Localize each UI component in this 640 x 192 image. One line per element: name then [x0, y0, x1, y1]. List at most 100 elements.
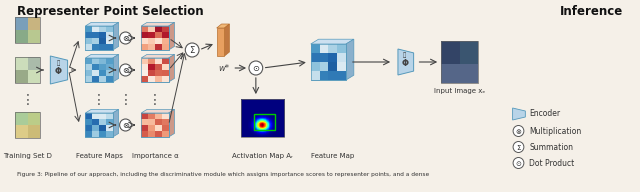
Text: ⋮: ⋮	[148, 93, 162, 107]
Text: Importance α: Importance α	[132, 153, 179, 159]
Bar	[85, 26, 113, 50]
Polygon shape	[113, 54, 118, 82]
Bar	[162, 64, 168, 70]
Bar	[148, 113, 155, 119]
Bar	[85, 58, 113, 82]
Bar	[85, 64, 92, 70]
Text: Figure 3: Pipeline of our approach, including the discriminative module which as: Figure 3: Pipeline of our approach, incl…	[17, 172, 429, 177]
Bar	[106, 119, 113, 125]
Text: Multiplication: Multiplication	[529, 127, 582, 136]
Bar	[99, 119, 106, 125]
Polygon shape	[217, 28, 225, 56]
Bar	[337, 44, 346, 53]
Bar	[15, 17, 28, 30]
Text: Φ: Φ	[54, 66, 61, 75]
Bar	[141, 26, 148, 32]
Circle shape	[513, 126, 524, 137]
Bar	[311, 44, 346, 80]
Bar	[155, 125, 162, 131]
Text: 🔒: 🔒	[403, 52, 406, 58]
Text: w*: w*	[218, 64, 229, 73]
Bar	[92, 44, 99, 50]
Bar	[92, 113, 99, 119]
Bar	[148, 38, 155, 44]
Text: ⊙: ⊙	[516, 161, 522, 166]
Bar	[15, 112, 28, 125]
Bar	[106, 125, 113, 131]
Bar	[92, 119, 99, 125]
Bar	[15, 17, 40, 43]
Bar	[460, 41, 478, 64]
Bar	[155, 26, 162, 32]
Bar	[106, 58, 113, 64]
Bar	[155, 32, 162, 38]
Bar	[92, 76, 99, 82]
Bar	[106, 64, 113, 70]
Bar	[85, 131, 92, 137]
Bar	[92, 131, 99, 137]
Bar	[141, 131, 148, 137]
Bar	[85, 76, 92, 82]
Bar	[148, 26, 155, 32]
Bar	[328, 71, 337, 80]
Bar	[148, 125, 155, 131]
Text: ⊙: ⊙	[252, 64, 259, 73]
Bar	[337, 62, 346, 71]
Bar	[15, 57, 40, 83]
Circle shape	[513, 157, 524, 169]
Bar	[162, 119, 168, 125]
Text: Feature Maps: Feature Maps	[76, 153, 122, 159]
Text: Inference: Inference	[559, 5, 623, 18]
Circle shape	[513, 142, 524, 152]
Polygon shape	[85, 54, 118, 58]
Bar	[155, 70, 162, 76]
Polygon shape	[85, 109, 118, 113]
Bar	[141, 32, 148, 38]
Polygon shape	[51, 56, 68, 84]
Bar	[311, 44, 319, 53]
Bar	[148, 131, 155, 137]
Bar	[337, 71, 346, 80]
Bar	[106, 44, 113, 50]
Bar	[141, 119, 148, 125]
Bar	[92, 64, 99, 70]
Bar	[141, 70, 148, 76]
Bar	[106, 131, 113, 137]
Bar	[328, 62, 337, 71]
Bar	[106, 38, 113, 44]
Bar	[92, 26, 99, 32]
Bar	[328, 44, 337, 53]
Bar	[141, 58, 168, 82]
Bar	[85, 26, 113, 50]
Polygon shape	[398, 49, 413, 75]
Bar	[85, 119, 92, 125]
Text: ⊗: ⊗	[122, 66, 129, 75]
Bar	[15, 125, 28, 138]
Bar	[162, 131, 168, 137]
Bar	[85, 113, 113, 137]
Polygon shape	[141, 54, 175, 58]
Polygon shape	[85, 22, 118, 26]
Bar	[155, 131, 162, 137]
Bar	[85, 70, 92, 76]
Bar	[155, 119, 162, 125]
Bar	[162, 38, 168, 44]
Bar	[28, 57, 40, 70]
Bar	[99, 70, 106, 76]
Text: ⋮: ⋮	[118, 93, 132, 107]
Bar	[254, 114, 275, 130]
Bar	[141, 113, 168, 137]
Bar	[15, 70, 28, 83]
Bar	[92, 125, 99, 131]
Bar	[106, 32, 113, 38]
Bar	[162, 26, 168, 32]
Polygon shape	[311, 39, 354, 44]
Bar	[337, 53, 346, 62]
Polygon shape	[346, 39, 354, 80]
Bar	[99, 131, 106, 137]
Bar	[99, 113, 106, 119]
Bar	[28, 112, 40, 125]
Text: Representer Point Selection: Representer Point Selection	[17, 5, 204, 18]
Bar	[311, 62, 319, 71]
Bar	[141, 76, 148, 82]
